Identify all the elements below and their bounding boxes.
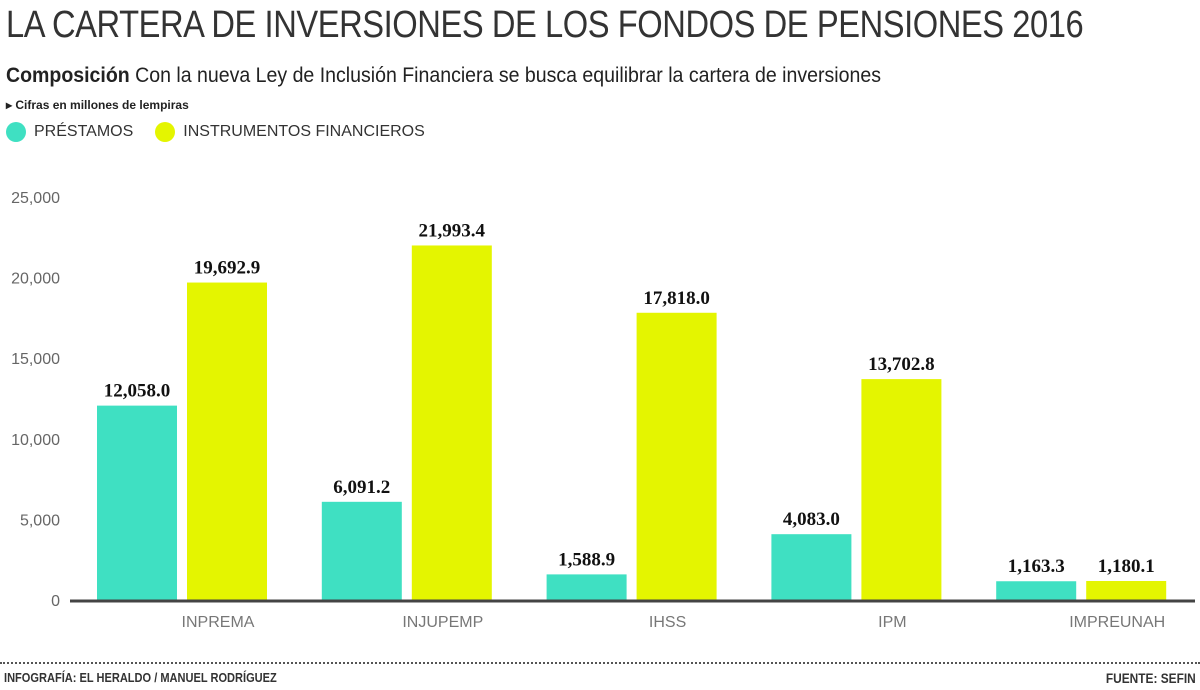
- category-label: INJUPEMP: [402, 614, 483, 631]
- category-label: IMPREUNAH: [1069, 614, 1165, 631]
- chart-title: LA CARTERA DE INVERSIONES DE LOS FONDOS …: [6, 4, 1084, 46]
- y-tick-label: 5,000: [20, 512, 60, 529]
- data-label: 1,163.3: [1008, 556, 1065, 577]
- legend-swatch: [155, 122, 176, 142]
- bar: [546, 574, 627, 600]
- data-label: 13,702.8: [868, 354, 935, 375]
- data-label: 12,058.0: [104, 381, 171, 402]
- legend-swatch: [6, 122, 26, 142]
- data-label: 19,692.9: [194, 258, 261, 279]
- bar: [996, 581, 1077, 600]
- category-label: INPREMA: [182, 614, 255, 631]
- category-label: IPM: [878, 614, 906, 631]
- data-label: 4,083.0: [783, 509, 840, 530]
- bar: [411, 245, 492, 601]
- y-tick-label: 25,000: [11, 190, 60, 207]
- data-label: 1,180.1: [1098, 556, 1155, 577]
- bar: [771, 534, 852, 600]
- bar: [187, 282, 267, 600]
- subtitle-bold: Composición: [6, 64, 130, 87]
- legend-label: PRÉSTAMOS: [34, 123, 134, 140]
- category-label: IHSS: [649, 614, 686, 631]
- data-label: 21,993.4: [419, 220, 486, 241]
- data-label: 17,818.0: [643, 288, 710, 309]
- chart-subtitle: Composición Con la nueva Ley de Inclusió…: [6, 64, 881, 88]
- subtitle-text: Con la nueva Ley de Inclusión Financiera…: [135, 64, 881, 87]
- data-label: 6,091.2: [333, 477, 390, 498]
- credit: INFOGRAFÍA: EL HERALDO / MANUEL RODRÍGUE…: [4, 670, 277, 685]
- bar: [1086, 580, 1167, 600]
- units-note: ▸ Cifras en millones de lempiras: [6, 98, 189, 112]
- y-tick-label: 20,000: [11, 271, 60, 288]
- y-tick-label: 15,000: [11, 351, 60, 368]
- bar: [636, 312, 717, 600]
- legend-label: INSTRUMENTOS FINANCIEROS: [183, 123, 425, 140]
- data-label: 1,588.9: [558, 549, 615, 570]
- legend: PRÉSTAMOS INSTRUMENTOS FINANCIEROS: [6, 122, 425, 142]
- legend-item-prestamos: PRÉSTAMOS: [6, 122, 133, 142]
- y-tick-label: 10,000: [11, 432, 60, 449]
- y-tick-label: 0: [51, 593, 60, 610]
- source: FUENTE: SEFIN: [1106, 670, 1196, 686]
- footer-divider: [0, 662, 1200, 664]
- bar: [321, 501, 402, 600]
- bar: [97, 405, 177, 600]
- legend-item-instrumentos: INSTRUMENTOS FINANCIEROS: [155, 122, 425, 142]
- bar: [861, 379, 942, 600]
